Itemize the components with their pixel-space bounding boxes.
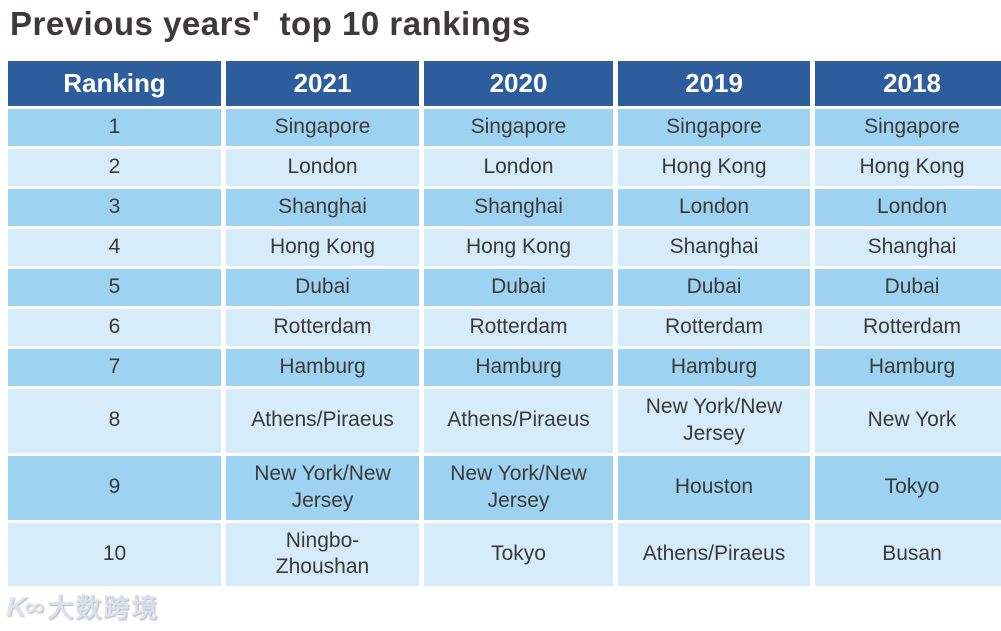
- table-row: 10 Ningbo- Zhoushan Tokyo Athens/Piraeus…: [8, 522, 1001, 587]
- city-cell: Athens/Piraeus: [424, 389, 613, 453]
- city-cell: Dubai: [618, 269, 810, 306]
- city-cell: Athens/Piraeus: [618, 522, 810, 587]
- column-header-ranking: Ranking: [8, 61, 221, 106]
- city-cell: London: [424, 149, 613, 186]
- rank-cell: 2: [8, 149, 221, 186]
- rank-cell: 7: [8, 349, 221, 386]
- rank-cell: 5: [8, 269, 221, 306]
- city-cell: Hong Kong: [226, 229, 419, 266]
- table-row: 6 Rotterdam Rotterdam Rotterdam Rotterda…: [8, 309, 1001, 346]
- city-cell: Hong Kong: [618, 149, 810, 186]
- rank-cell: 4: [8, 229, 221, 266]
- city-cell: Tokyo: [815, 455, 1001, 520]
- city-cell: Athens/Piraeus: [226, 389, 419, 453]
- rank-cell: 6: [8, 309, 221, 346]
- rank-cell: 1: [8, 109, 221, 146]
- city-cell: Shanghai: [618, 229, 810, 266]
- rank-cell: 8: [8, 389, 221, 453]
- table-row: 8 Athens/Piraeus Athens/Piraeus New York…: [8, 389, 1001, 453]
- header-row: Ranking 2021 2020 2019 2018: [8, 61, 1001, 106]
- rank-cell: 9: [8, 455, 221, 520]
- watermark-logo-icon: K∞: [6, 590, 44, 622]
- rankings-table-body: 1 Singapore Singapore Singapore Singapor…: [8, 109, 1001, 587]
- table-row: 9 New York/New Jersey New York/New Jerse…: [8, 455, 1001, 520]
- city-cell: Houston: [618, 455, 810, 520]
- city-cell: Rotterdam: [424, 309, 613, 346]
- city-cell: Rotterdam: [815, 309, 1001, 346]
- city-cell: New York/New Jersey: [424, 455, 613, 520]
- table-row: 2 London London Hong Kong Hong Kong: [8, 149, 1001, 186]
- rankings-table: Ranking 2021 2020 2019 2018 1 Singapore …: [3, 58, 1001, 589]
- watermark-text: 大数跨境: [47, 593, 160, 623]
- table-row: 1 Singapore Singapore Singapore Singapor…: [8, 109, 1001, 146]
- city-cell: Singapore: [424, 109, 613, 146]
- table-row: 5 Dubai Dubai Dubai Dubai: [8, 269, 1001, 306]
- table-row: 3 Shanghai Shanghai London London: [8, 189, 1001, 226]
- city-cell: London: [618, 189, 810, 226]
- city-cell: Busan: [815, 522, 1001, 587]
- city-cell: Hamburg: [226, 349, 419, 386]
- city-cell: London: [815, 189, 1001, 226]
- column-header-2021: 2021: [226, 61, 419, 106]
- city-cell: Dubai: [815, 269, 1001, 306]
- city-cell: Singapore: [226, 109, 419, 146]
- watermark: K∞ 大数跨境: [6, 588, 159, 625]
- city-cell: Hamburg: [815, 349, 1001, 386]
- city-cell: Dubai: [226, 269, 419, 306]
- city-cell: Dubai: [424, 269, 613, 306]
- city-cell: Singapore: [815, 109, 1001, 146]
- city-cell: Rotterdam: [226, 309, 419, 346]
- city-cell: Hamburg: [618, 349, 810, 386]
- city-cell: Hong Kong: [815, 149, 1001, 186]
- column-header-2018: 2018: [815, 61, 1001, 106]
- column-header-2020: 2020: [424, 61, 613, 106]
- page-title: Previous years' top 10 rankings: [10, 5, 531, 42]
- city-cell: London: [226, 149, 419, 186]
- rankings-table-header: Ranking 2021 2020 2019 2018: [8, 61, 1001, 106]
- city-cell: Rotterdam: [618, 309, 810, 346]
- city-cell: Shanghai: [424, 189, 613, 226]
- table-row: 4 Hong Kong Hong Kong Shanghai Shanghai: [8, 229, 1001, 266]
- column-header-2019: 2019: [618, 61, 810, 106]
- city-cell: Tokyo: [424, 522, 613, 587]
- city-cell: New York/New Jersey: [226, 455, 419, 520]
- city-cell: New York/New Jersey: [618, 389, 810, 453]
- city-cell: Hamburg: [424, 349, 613, 386]
- city-cell: Shanghai: [226, 189, 419, 226]
- rank-cell: 3: [8, 189, 221, 226]
- city-cell: New York: [815, 389, 1001, 453]
- city-cell: Hong Kong: [424, 229, 613, 266]
- rank-cell: 10: [8, 522, 221, 587]
- table-row: 7 Hamburg Hamburg Hamburg Hamburg: [8, 349, 1001, 386]
- city-cell: Singapore: [618, 109, 810, 146]
- city-cell: Shanghai: [815, 229, 1001, 266]
- city-cell: Ningbo- Zhoushan: [226, 522, 419, 587]
